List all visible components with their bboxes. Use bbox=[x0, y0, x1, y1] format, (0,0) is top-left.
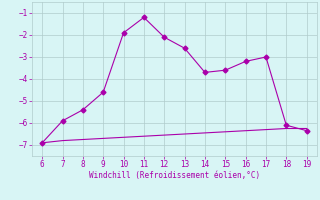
X-axis label: Windchill (Refroidissement éolien,°C): Windchill (Refroidissement éolien,°C) bbox=[89, 171, 260, 180]
